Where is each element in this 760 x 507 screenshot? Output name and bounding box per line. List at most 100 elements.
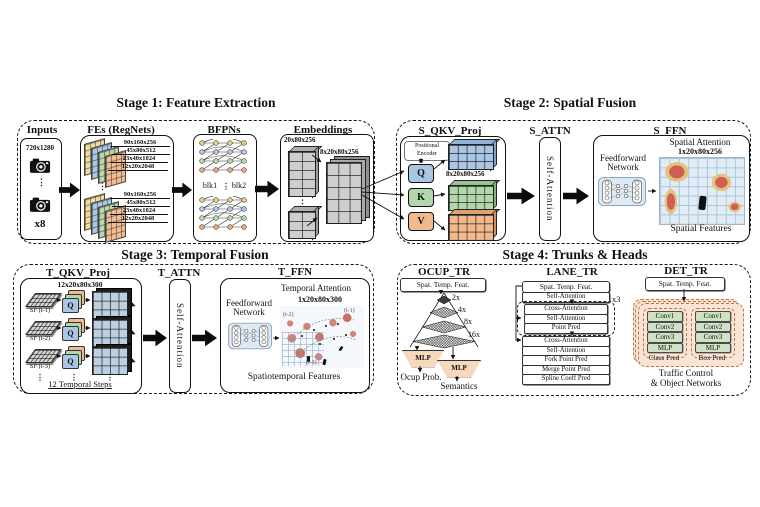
s-attn-label: S_ATTN bbox=[529, 125, 571, 137]
det-foot-line1: Traffic Control bbox=[658, 368, 714, 378]
lane-row: Fork Point Pred bbox=[522, 355, 610, 366]
t-ffn-label: T_FFN bbox=[277, 266, 313, 278]
embedding-stack-front bbox=[326, 162, 362, 224]
t-qkv-dim: 12x20x80x300 bbox=[57, 280, 103, 289]
camera-icon bbox=[29, 158, 51, 173]
pyramid-scale: 2x bbox=[452, 293, 460, 302]
bfpns-label: BFPNs bbox=[207, 124, 241, 136]
fes-dim: 90x160x256 bbox=[110, 139, 170, 148]
s-attn-box: Self-Attention bbox=[539, 137, 561, 241]
bfpn-ellipsis: ⋮ bbox=[222, 182, 230, 191]
fes-dim: 45x80x512 bbox=[112, 147, 170, 156]
conv-box: Conv2 bbox=[695, 321, 731, 332]
q-stack: Q bbox=[62, 318, 85, 341]
mlp-box: MLP bbox=[695, 342, 731, 353]
t-attn-label: T_ATTN bbox=[157, 267, 201, 279]
box-pred-caption: Box Pred bbox=[698, 354, 726, 362]
feedforward-network-icon bbox=[598, 177, 646, 206]
car-icon bbox=[698, 195, 707, 211]
s-qkv-dim: 8x20x80x256 bbox=[446, 170, 485, 178]
embedding-tensor bbox=[287, 145, 323, 199]
inputs-label: Inputs bbox=[26, 124, 58, 136]
q-label: Q bbox=[67, 329, 74, 338]
positional-encoder-line1: Positional bbox=[414, 143, 439, 149]
conv-box: Conv1 bbox=[695, 311, 731, 322]
fes-dim: 45x80x512 bbox=[112, 199, 170, 208]
lane-loop-count: x3 bbox=[612, 294, 621, 304]
lane-row: Cross-Attention bbox=[522, 336, 610, 347]
t-tensor bbox=[92, 319, 128, 347]
positional-encoder-line2: Encoder bbox=[417, 151, 437, 158]
bfpn-graph-icon bbox=[199, 196, 247, 230]
v-box: V bbox=[408, 212, 434, 231]
lane-tr-label: LANE_TR bbox=[546, 266, 598, 278]
feedforward-line1: Feedforward bbox=[226, 298, 272, 308]
ocup-input-box: Spat. Temp. Feat. bbox=[400, 278, 486, 292]
fes-dim: 23x40x1024 bbox=[110, 207, 168, 216]
temporal-image-grid bbox=[282, 332, 324, 366]
class-pred-group bbox=[643, 308, 687, 358]
q-label: Q bbox=[417, 168, 425, 179]
pyramid-scale: 4x bbox=[458, 305, 466, 314]
t-attn-text: Self-Attention bbox=[175, 303, 185, 369]
embeddings-ellipsis: ⋮ bbox=[298, 198, 307, 208]
t-tensor bbox=[92, 347, 128, 375]
temporal-steps-caption: 12 Temporal Steps bbox=[48, 379, 112, 389]
mlp-box: MLP bbox=[647, 342, 683, 353]
lane-row: Self-Attention bbox=[522, 292, 610, 303]
bfpn-graph-icon bbox=[199, 139, 247, 173]
positional-encoder-box: Positional Encoder bbox=[404, 141, 450, 161]
t-feedforward-label: Feedforward Network bbox=[222, 298, 276, 318]
q-box: Q bbox=[408, 164, 434, 183]
conv-box: Conv3 bbox=[695, 332, 731, 343]
t-attn-box: Self-Attention bbox=[169, 279, 191, 393]
temporal-attention-image: (t-2) (t-1) (t-3) bbox=[280, 306, 364, 368]
fes-dim: 90x160x256 bbox=[110, 191, 170, 200]
s-attn-text: Self-Attention bbox=[545, 156, 555, 222]
q-stack: Q bbox=[62, 290, 85, 313]
box-pred-group bbox=[691, 308, 735, 358]
q-label: Q bbox=[67, 301, 74, 310]
inputs-multiplier: x8 bbox=[34, 218, 46, 230]
stage1-title: Stage 1: Feature Extraction bbox=[116, 95, 276, 110]
ocup-prob-output: Ocup Prob. bbox=[400, 372, 442, 382]
q-label: Q bbox=[67, 357, 74, 366]
v-tensor bbox=[447, 208, 501, 242]
spatial-attention-heatmap bbox=[659, 157, 745, 225]
det-foot-line2: & Object Networks bbox=[650, 378, 722, 388]
s-ffn-dim: 1x20x80x256 bbox=[678, 147, 722, 156]
temporal-ellipsis: ⋮ bbox=[106, 373, 114, 382]
spatiotemporal-features-caption: Spatiotemporal Features bbox=[247, 372, 341, 382]
t-tensor bbox=[92, 291, 128, 319]
stage2-title: Stage 2: Spatial Fusion bbox=[503, 95, 637, 110]
temporal-ellipsis: ⋮ bbox=[36, 373, 44, 382]
sf-label: SF (t-1) bbox=[29, 307, 51, 314]
t-tag: (t-3) bbox=[306, 360, 317, 366]
s-feedforward-label: Feedforward Network bbox=[596, 153, 650, 173]
fes-label: FEs (RegNets) bbox=[87, 124, 155, 136]
stage3-box bbox=[13, 264, 374, 394]
det-tr-label: DET_TR bbox=[664, 265, 708, 277]
det-input-box: Spat. Temp. Feat. bbox=[645, 277, 725, 291]
inputs-ellipsis: ⋮ bbox=[37, 177, 46, 187]
feedforward-line2: Network bbox=[233, 307, 265, 318]
bfpn-blk1-label: blk1 bbox=[202, 181, 218, 190]
stage4-box bbox=[397, 264, 751, 396]
sf-label: SF (t-3) bbox=[29, 363, 51, 370]
feedforward-line1: Feedforward bbox=[600, 153, 646, 163]
stage4-title: Stage 4: Trunks & Heads bbox=[502, 247, 648, 262]
pyramid-scale: 16x bbox=[468, 330, 480, 339]
k-tensor bbox=[447, 179, 501, 213]
embedding-dim-stacked: 8x20x80x256 bbox=[320, 148, 359, 156]
input-resolution: 720x1280 bbox=[26, 144, 54, 152]
s-ffn-label: S_FFN bbox=[653, 125, 687, 137]
k-label: K bbox=[417, 192, 425, 203]
det-stack-front: Conv1 Conv2 Conv3 MLP Conv1 Conv2 Conv3 … bbox=[638, 303, 744, 367]
feedforward-network-icon bbox=[228, 322, 272, 350]
temporal-ellipsis: ⋮ bbox=[70, 373, 78, 382]
conv-box: Conv1 bbox=[647, 311, 683, 322]
occupancy-pyramid bbox=[409, 292, 479, 349]
fes-dim: 12x20x2048 bbox=[108, 215, 168, 224]
fes-dim: 23x40x1024 bbox=[110, 155, 168, 164]
